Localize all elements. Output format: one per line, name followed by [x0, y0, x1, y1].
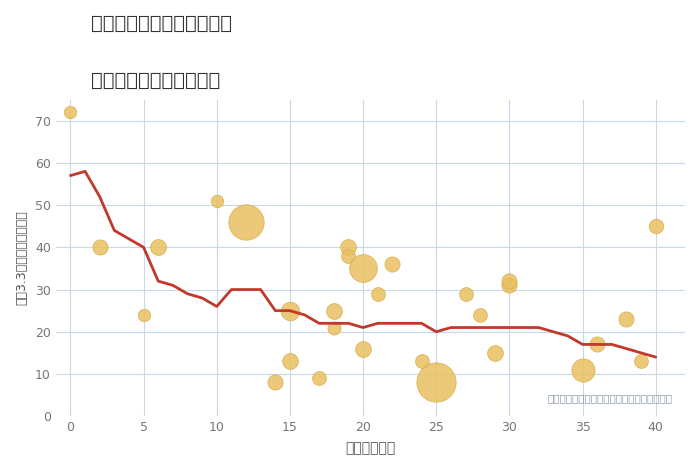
Text: 円の大きさは、取引のあった物件面積を示す: 円の大きさは、取引のあった物件面積を示す	[547, 393, 673, 404]
Point	[65, 109, 76, 116]
Point	[475, 311, 486, 319]
Point	[650, 222, 662, 230]
Point	[577, 366, 588, 374]
Point	[460, 290, 471, 298]
Point	[430, 379, 442, 386]
Point	[416, 358, 427, 365]
Point	[387, 260, 398, 268]
Text: 築年数別中古戸建て価格: 築年数別中古戸建て価格	[91, 70, 220, 89]
Point	[240, 218, 251, 226]
Point	[358, 345, 369, 352]
Point	[138, 311, 149, 319]
Point	[489, 349, 500, 357]
Y-axis label: 坪（3.3㎡）単価（万円）: 坪（3.3㎡）単価（万円）	[15, 211, 28, 306]
Point	[270, 379, 281, 386]
Point	[343, 252, 354, 259]
Point	[94, 243, 105, 251]
Text: 兵庫県豊岡市出石町片間の: 兵庫県豊岡市出石町片間の	[91, 14, 232, 33]
Point	[284, 307, 295, 314]
Point	[343, 243, 354, 251]
Point	[636, 358, 647, 365]
Point	[328, 324, 339, 331]
Point	[284, 358, 295, 365]
Point	[504, 277, 515, 285]
X-axis label: 築年数（年）: 築年数（年）	[345, 441, 396, 455]
Point	[328, 307, 339, 314]
Point	[372, 290, 384, 298]
Point	[314, 375, 325, 382]
Point	[621, 315, 632, 323]
Point	[211, 197, 223, 204]
Point	[504, 282, 515, 289]
Point	[358, 265, 369, 272]
Point	[153, 243, 164, 251]
Point	[592, 341, 603, 348]
